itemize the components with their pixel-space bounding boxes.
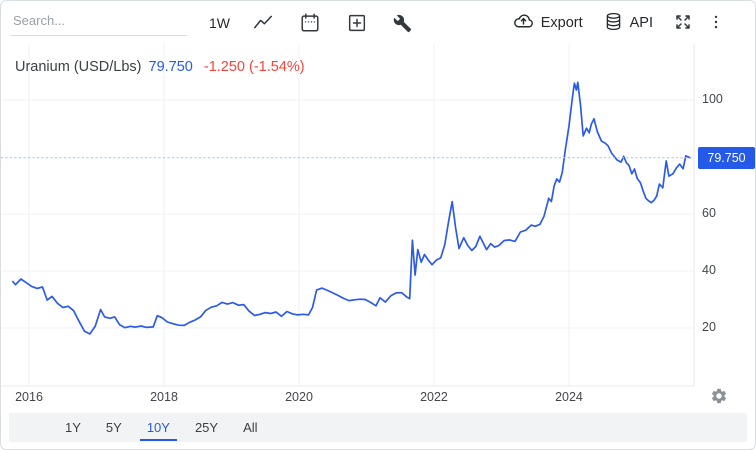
- range-button-all[interactable]: All: [243, 420, 258, 435]
- gear-icon: [710, 388, 728, 408]
- x-axis-label: 2022: [420, 390, 448, 404]
- export-button[interactable]: Export: [512, 10, 583, 37]
- fullscreen-button[interactable]: [673, 12, 693, 35]
- y-axis-label: 60: [702, 206, 716, 220]
- price-series-line: [11, 81, 691, 335]
- series-price: 79.750: [148, 59, 193, 75]
- fullscreen-expand-icon: [673, 12, 693, 35]
- range-buttons-group: 1Y 5Y 10Y 25Y All: [55, 413, 273, 442]
- calendar-icon: [299, 12, 321, 34]
- y-axis-label: 100: [702, 92, 723, 106]
- plus-square-icon: [346, 12, 368, 34]
- api-database-icon: [603, 11, 624, 36]
- series-title: Uranium (USD/Lbs): [15, 59, 142, 75]
- api-button[interactable]: API: [603, 11, 653, 36]
- add-indicator-button[interactable]: [346, 12, 368, 34]
- export-label: Export: [540, 15, 583, 31]
- series-change: -1.250 (-1.54%): [203, 59, 305, 75]
- y-axis-label: 20: [702, 320, 716, 334]
- x-axis-label: 2020: [285, 390, 313, 404]
- chart-toolbar: 1W Export: [1, 1, 755, 45]
- axis-settings-button[interactable]: [710, 387, 728, 405]
- range-button-25y[interactable]: 25Y: [194, 420, 219, 435]
- date-range-button[interactable]: [299, 12, 321, 34]
- wrench-icon: [393, 14, 412, 33]
- range-selector-bar: 1Y 5Y 10Y 25Y All: [9, 413, 747, 442]
- y-axis-label: 40: [702, 263, 716, 277]
- kebab-menu-icon: [707, 13, 725, 34]
- export-cloud-icon: [512, 10, 535, 37]
- chart-type-button[interactable]: [252, 12, 274, 34]
- more-options-button[interactable]: [707, 13, 725, 34]
- chart-legend: Uranium (USD/Lbs) 79.750 -1.250 (-1.54%): [15, 59, 305, 75]
- interval-button[interactable]: 1W: [209, 15, 230, 31]
- range-button-10y[interactable]: 10Y: [137, 413, 180, 442]
- axis-border-lines: [1, 44, 695, 387]
- x-axis-label: 2018: [150, 390, 178, 404]
- search-input[interactable]: [11, 10, 187, 36]
- line-chart-icon: [252, 12, 274, 34]
- toolbar-right-group: Export API: [512, 10, 725, 37]
- x-axis-label: 2024: [555, 390, 583, 404]
- chart-tools-button[interactable]: [393, 14, 412, 33]
- search-input-wrap: [11, 10, 187, 36]
- api-label: API: [629, 15, 653, 31]
- gridlines: [1, 44, 694, 386]
- range-button-5y[interactable]: 5Y: [105, 420, 122, 435]
- range-button-1y[interactable]: 1Y: [65, 420, 81, 435]
- current-price-badge: 79.750: [698, 146, 755, 169]
- x-axis-label: 2016: [15, 390, 43, 404]
